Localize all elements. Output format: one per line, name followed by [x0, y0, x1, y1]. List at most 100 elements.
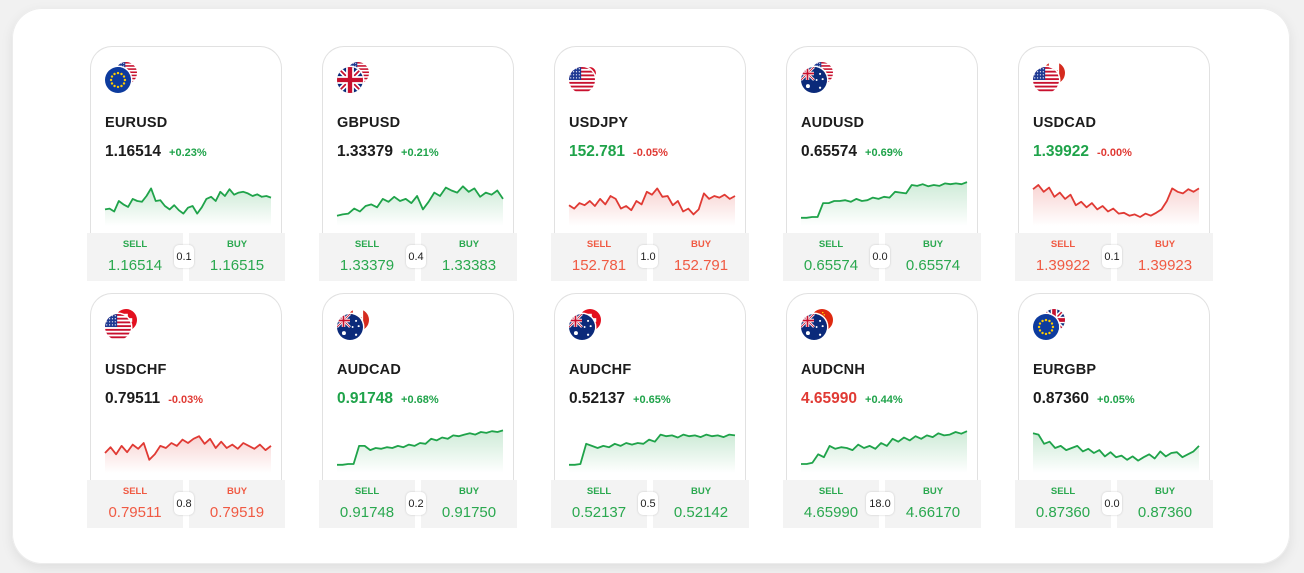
sparkline-area: [569, 434, 735, 473]
sparkline-chart: [104, 435, 272, 473]
currency-flags: [337, 309, 377, 345]
buy-price: 0.65574: [905, 257, 961, 274]
sell-button[interactable]: SELL 0.65574: [783, 233, 879, 281]
spread-badge: 0.8: [174, 492, 194, 515]
trade-controls: SELL 0.91748 0.2 BUY 0.91750: [319, 480, 517, 528]
price-change: +0.68%: [401, 394, 439, 406]
buy-label: BUY: [1154, 239, 1176, 250]
sell-price: 4.65990: [803, 504, 859, 521]
sparkline-line: [337, 429, 504, 466]
trade-controls: SELL 1.39922 0.1 BUY 1.39923: [1015, 233, 1213, 281]
sparkline-line: [336, 185, 504, 217]
symbol-name: AUDCNH: [801, 362, 866, 378]
sell-price: 152.781: [571, 257, 627, 274]
buy-label: BUY: [458, 486, 480, 497]
currency-flags: [569, 62, 609, 98]
buy-button[interactable]: BUY 0.91750: [421, 480, 517, 528]
sell-button[interactable]: SELL 0.79511: [87, 480, 183, 528]
sparkline-line: [801, 181, 968, 219]
sparkline-area: [801, 431, 967, 473]
price-change: +0.21%: [401, 147, 439, 159]
au-flag-icon: [569, 314, 595, 340]
spread-badge: 18.0: [866, 492, 894, 515]
quote-card-gbpusd[interactable]: GBPUSD 1.33379 +0.21% SELL 1.33379 0.4 B…: [319, 46, 517, 281]
sell-button[interactable]: SELL 1.33379: [319, 233, 415, 281]
buy-label: BUY: [226, 486, 248, 497]
sparkline-chart: [568, 187, 736, 226]
buy-button[interactable]: BUY 0.79519: [189, 480, 285, 528]
quote-card-audcad[interactable]: AUDCAD 0.91748 +0.68% SELL 0.91748 0.2 B…: [319, 293, 517, 528]
buy-button[interactable]: BUY 0.87360: [1117, 480, 1213, 528]
buy-button[interactable]: BUY 0.52142: [653, 480, 749, 528]
sell-label: SELL: [818, 239, 844, 250]
symbol-name: EURGBP: [1033, 362, 1097, 378]
buy-button[interactable]: BUY 1.33383: [421, 233, 517, 281]
sell-button[interactable]: SELL 1.39922: [1015, 233, 1111, 281]
sell-button[interactable]: SELL 4.65990: [783, 480, 879, 528]
sell-button[interactable]: SELL 0.91748: [319, 480, 415, 528]
us-flag-icon: [1033, 67, 1059, 93]
quote-card-usdcad[interactable]: USDCAD 1.39922 -0.00% SELL 1.39922 0.1 B…: [1015, 46, 1213, 281]
sell-label: SELL: [354, 239, 380, 250]
buy-price: 0.79519: [209, 504, 265, 521]
gb-flag-icon: [337, 67, 363, 93]
sell-price: 1.39922: [1035, 257, 1091, 274]
sparkline-line: [1032, 184, 1200, 218]
quote-card-usdchf[interactable]: USDCHF 0.79511 -0.03% SELL 0.79511 0.8 B…: [87, 293, 285, 528]
quote-card-eurgbp[interactable]: EURGBP 0.87360 +0.05% SELL 0.87360 0.0 B…: [1015, 293, 1213, 528]
sell-label: SELL: [122, 486, 148, 497]
sell-label: SELL: [1050, 239, 1076, 250]
sell-button[interactable]: SELL 152.781: [551, 233, 647, 281]
sell-price: 0.91748: [339, 504, 395, 521]
sell-price: 0.87360: [1035, 504, 1091, 521]
trade-controls: SELL 0.65574 0.0 BUY 0.65574: [783, 233, 981, 281]
symbol-name: EURUSD: [105, 115, 168, 131]
sparkline-chart: [336, 185, 504, 226]
sell-button[interactable]: SELL 1.16514: [87, 233, 183, 281]
sparkline-line: [104, 435, 272, 461]
au-flag-icon: [801, 314, 827, 340]
price-change: -0.05%: [633, 147, 668, 159]
buy-label: BUY: [922, 486, 944, 497]
price-change: -0.00%: [1097, 147, 1132, 159]
au-flag-icon: [337, 314, 363, 340]
buy-label: BUY: [922, 239, 944, 250]
buy-price: 0.91750: [441, 504, 497, 521]
sparkline-chart: [801, 181, 968, 226]
buy-button[interactable]: BUY 152.791: [653, 233, 749, 281]
last-price: 1.16514: [105, 143, 162, 160]
sell-label: SELL: [1050, 486, 1076, 497]
quote-card-audchf[interactable]: AUDCHF 0.52137 +0.65% SELL 0.52137 0.5 B…: [551, 293, 749, 528]
sparkline-line: [104, 187, 272, 215]
sparkline-area: [337, 186, 503, 226]
buy-price: 1.39923: [1137, 257, 1193, 274]
sparkline-area: [1033, 185, 1199, 226]
quote-card-audcnh[interactable]: AUDCNH 4.65990 +0.44% SELL 4.65990 18.0 …: [783, 293, 981, 528]
trade-controls: SELL 0.52137 0.5 BUY 0.52142: [551, 480, 749, 528]
sparkline-line: [569, 433, 736, 466]
spread-badge: 0.0: [870, 245, 890, 268]
buy-price: 1.33383: [441, 257, 497, 274]
buy-price: 0.52142: [673, 504, 729, 521]
buy-button[interactable]: BUY 4.66170: [885, 480, 981, 528]
price-change: +0.44%: [865, 394, 903, 406]
trade-controls: SELL 0.79511 0.8 BUY 0.79519: [87, 480, 285, 528]
au-flag-icon: [801, 67, 827, 93]
buy-button[interactable]: BUY 1.16515: [189, 233, 285, 281]
quotes-grid: EURUSD 1.16514 +0.23% SELL 1.16514 0.1 B…: [87, 46, 1213, 528]
sparkline-area: [337, 430, 503, 473]
spread-badge: 0.1: [174, 245, 194, 268]
currency-flags: [801, 309, 841, 345]
sparkline-chart: [337, 429, 504, 473]
sell-label: SELL: [586, 239, 612, 250]
sparkline-line: [1032, 432, 1200, 462]
buy-button[interactable]: BUY 1.39923: [1117, 233, 1213, 281]
quote-card-usdjpy[interactable]: USDJPY 152.781 -0.05% SELL 152.781 1.0 B…: [551, 46, 749, 281]
sell-button[interactable]: SELL 0.87360: [1015, 480, 1111, 528]
spread-badge: 0.2: [406, 492, 426, 515]
quote-card-audusd[interactable]: AUDUSD 0.65574 +0.69% SELL 0.65574 0.0 B…: [783, 46, 981, 281]
quote-card-eurusd[interactable]: EURUSD 1.16514 +0.23% SELL 1.16514 0.1 B…: [87, 46, 285, 281]
sell-price: 1.16514: [107, 257, 163, 274]
buy-button[interactable]: BUY 0.65574: [885, 233, 981, 281]
sell-button[interactable]: SELL 0.52137: [551, 480, 647, 528]
